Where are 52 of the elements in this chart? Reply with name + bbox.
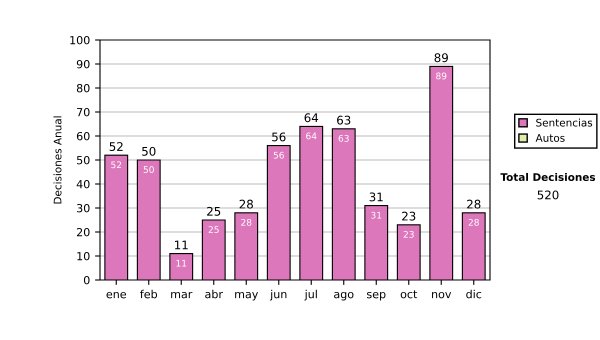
data-label: 50 [144,166,154,173]
total-label: 25 [207,206,220,216]
y-tick-label: 70 [77,108,90,116]
data-label: 31 [371,212,382,219]
text: 520 [538,190,558,200]
y-tick-label: 60 [76,132,90,140]
total-label: 64 [304,113,318,122]
total-label: 28 [240,200,253,209]
x-tick-label: oct [400,290,418,298]
total-label: 89 [434,53,448,62]
data-label: 63 [338,134,349,142]
y-tick-label: 40 [76,180,90,188]
x-tick-label: feb [140,290,158,298]
text: Total Decisiones [500,172,596,182]
x-tick-label: mar [171,292,192,298]
total-label: 28 [467,200,480,209]
y-tick-label: 0 [84,276,90,284]
data-label: 28 [468,218,479,226]
y-tick-label: 50 [76,156,90,164]
total-label: 50 [142,146,156,156]
data-label: 11 [176,260,186,266]
x-tick-label: jul [304,290,317,300]
total-label: 11 [175,240,188,250]
data-label: 56 [274,152,284,159]
total-label: 23 [402,212,416,221]
total-label: 63 [337,116,350,125]
data-label: 64 [306,132,316,140]
x-tick-label: ene [106,292,126,298]
total-label: 56 [272,132,286,142]
x-tick-label: abr [205,290,223,298]
x-tick-label: dic [466,290,482,298]
total-label: 31 [370,192,383,202]
legend-label: Autos [536,134,565,142]
x-tick-label: nov [432,292,452,298]
y-tick-label: 30 [76,204,90,212]
legend-label: Sentencias [536,118,592,127]
y-tick-label: 80 [76,84,90,92]
x-tick-label: sep [367,292,386,300]
x-tick-label: may [235,292,258,300]
y-tick-label: 10 [77,252,90,260]
y-axis-title: Decisiones Anual [53,116,62,204]
y-tick-label: 20 [76,228,90,236]
y-tick-label: 90 [76,60,90,68]
x-tick-label: ago [334,292,354,300]
total-label: 52 [110,142,123,151]
data-label: 25 [208,226,219,233]
data-label: 28 [241,218,252,226]
data-label: 52 [111,161,122,168]
y-tick-label: 100 [70,36,90,44]
data-label: 89 [436,72,446,80]
data-label: 23 [404,230,414,238]
x-tick-label: jun [270,290,286,300]
